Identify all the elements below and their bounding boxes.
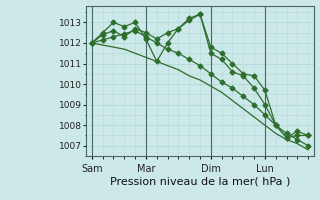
X-axis label: Pression niveau de la mer( hPa ): Pression niveau de la mer( hPa ) <box>110 176 290 186</box>
